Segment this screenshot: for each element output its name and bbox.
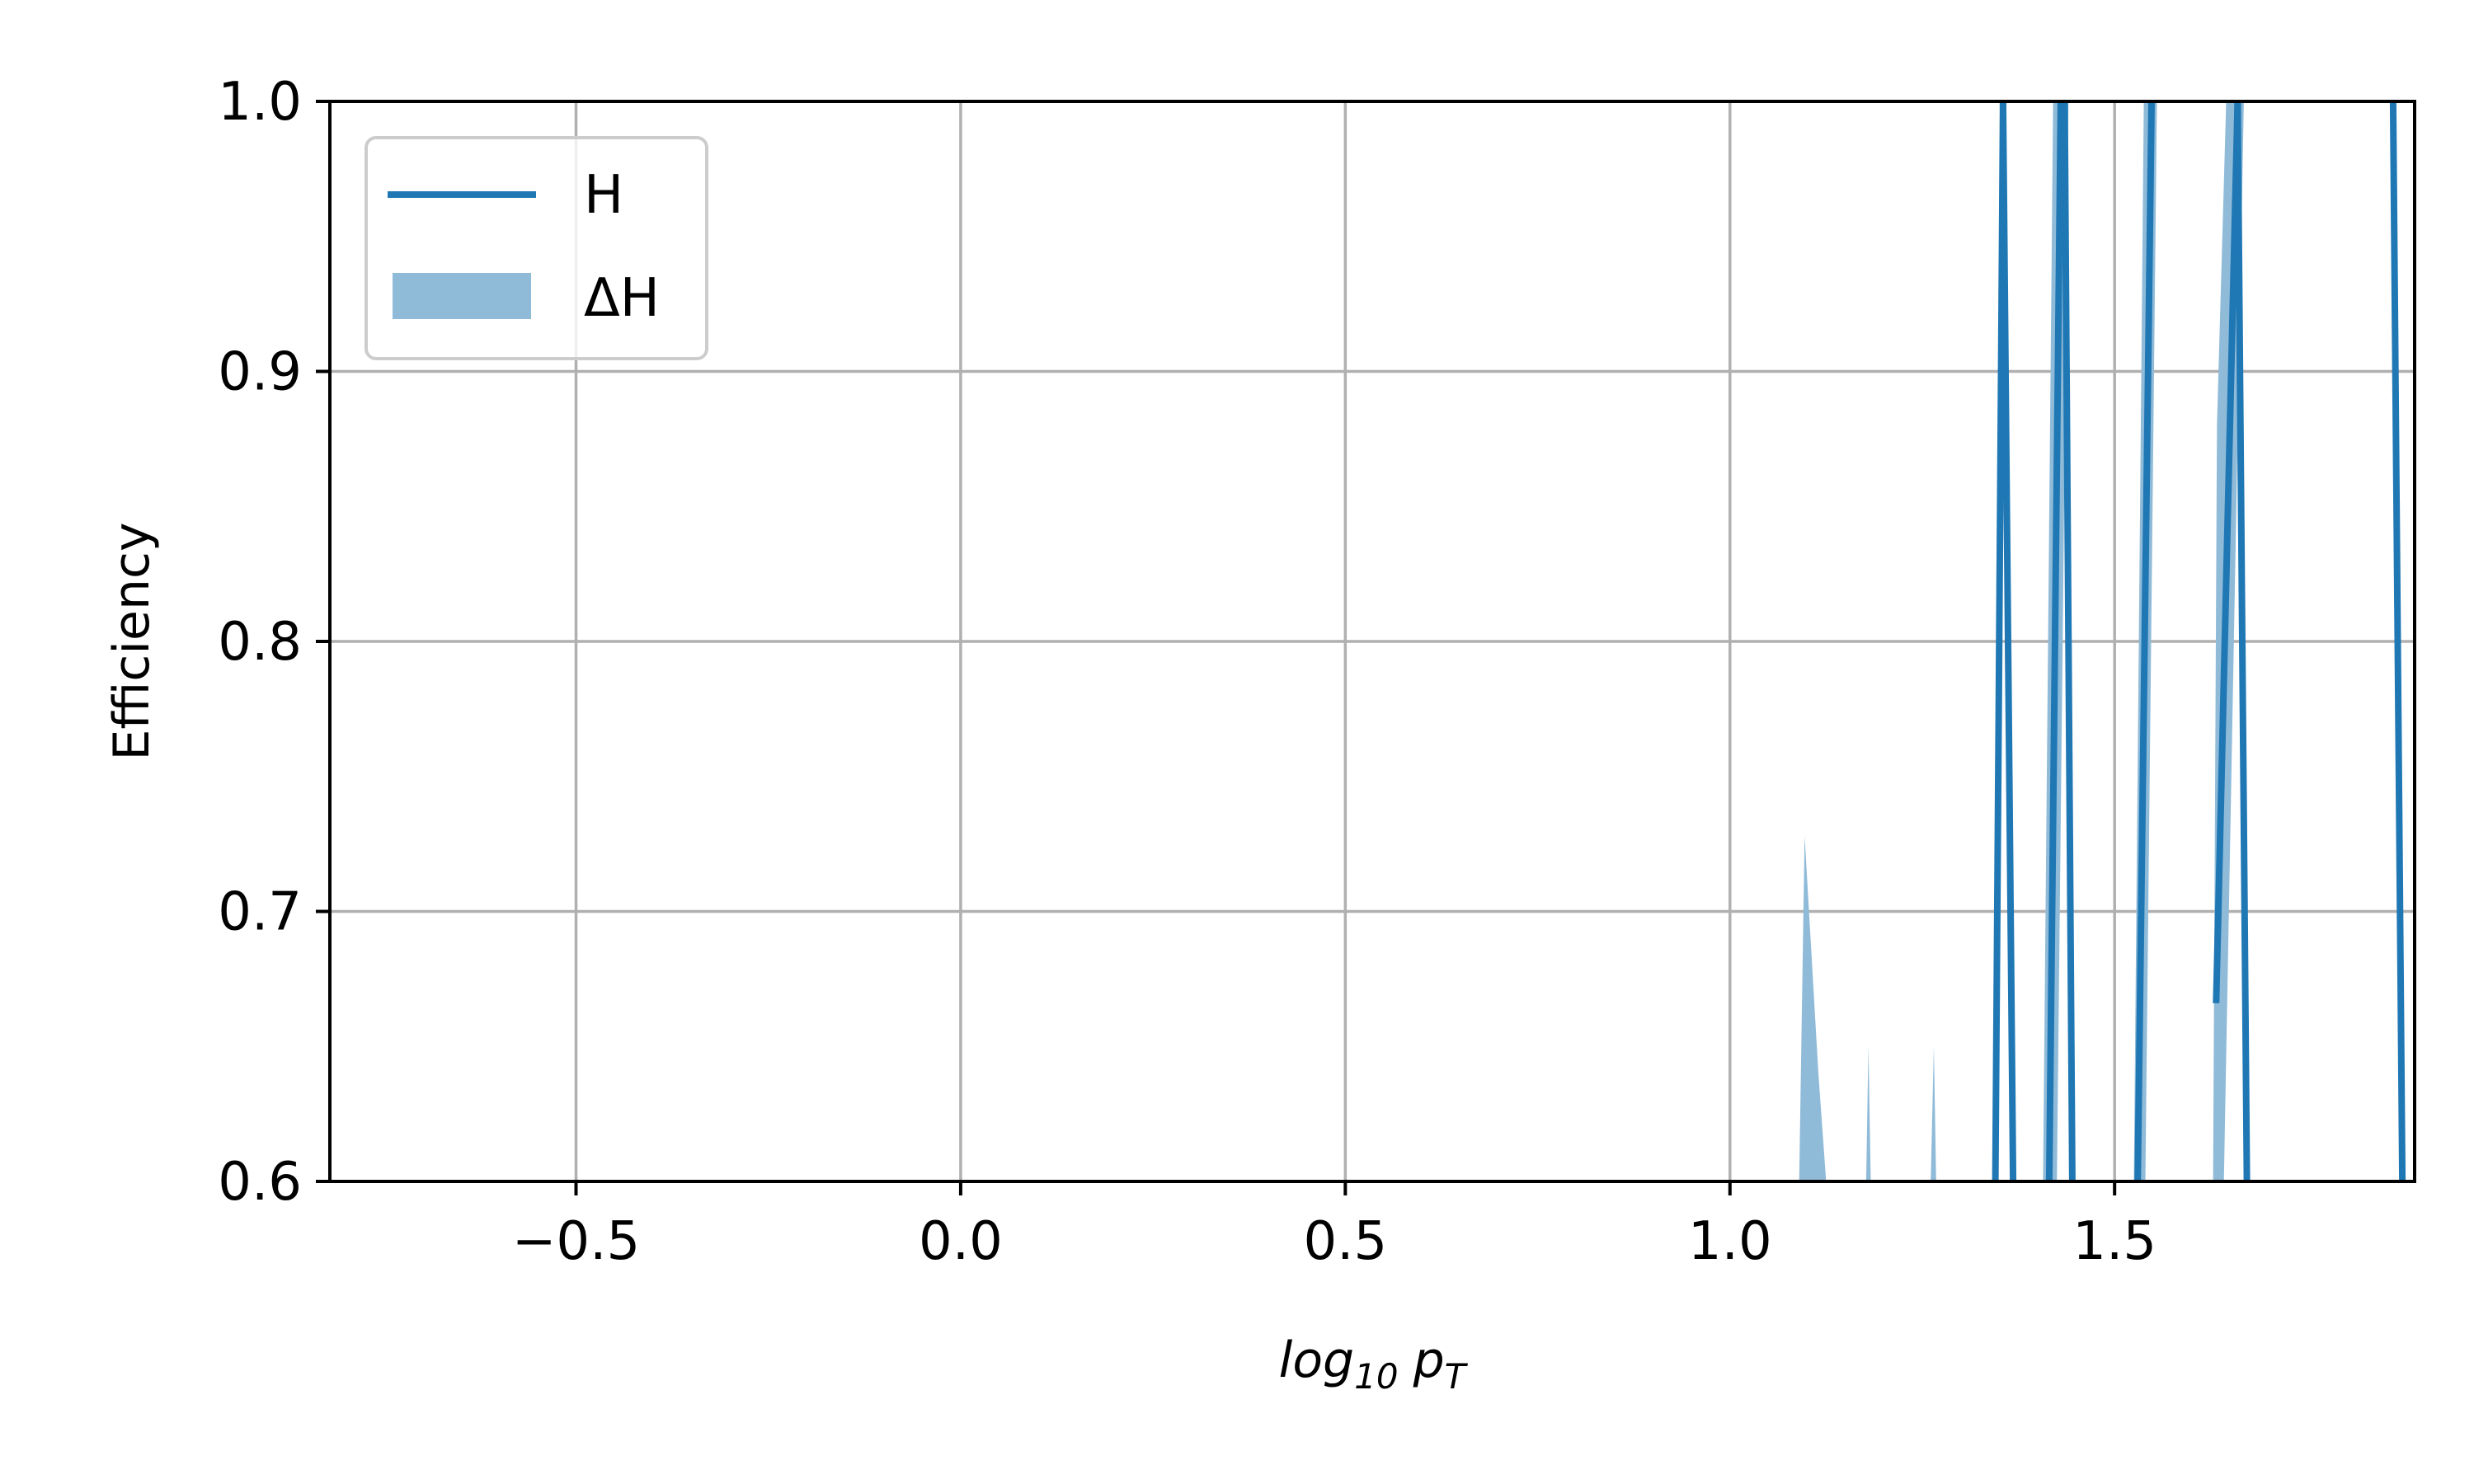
- delta-h-band-segment: [1799, 835, 1827, 1181]
- x-tick-label: 1.5: [2072, 1211, 2157, 1272]
- axis-ticks: −0.5 0.0 0.5 1.0 1.5 0.6 0.7 0.8 0.9 1.0: [218, 72, 2157, 1272]
- x-label-base-subscript: 10: [1354, 1356, 1398, 1397]
- y-tick-label: 0.7: [218, 882, 302, 943]
- x-tick-label: 0.0: [919, 1211, 1003, 1272]
- legend-band-swatch: [393, 273, 531, 319]
- legend: H ΔH: [365, 136, 708, 360]
- x-tick-label: −0.5: [512, 1211, 640, 1272]
- h-line-segment: [2045, 101, 2064, 1182]
- h-line-segment: [2234, 101, 2251, 1182]
- y-tick-label: 0.6: [218, 1152, 302, 1213]
- y-axis-label: Efficiency: [103, 522, 161, 760]
- x-axis-label: log10 pT: [1279, 1331, 1469, 1397]
- h-line-segment: [1999, 101, 2017, 1182]
- delta-h-band-segment: [1865, 1046, 1871, 1181]
- x-label-variable: p: [1413, 1331, 1445, 1389]
- delta-h-band-segment: [1931, 1046, 1936, 1181]
- x-label-base: log: [1279, 1331, 1354, 1389]
- legend-label-h: H: [584, 165, 623, 226]
- x-tick-label: 1.0: [1688, 1211, 1772, 1272]
- h-line-segment: [2061, 101, 2076, 1182]
- x-label-variable-subscript: T: [1445, 1356, 1469, 1397]
- legend-label-delta-h: ΔH: [584, 268, 660, 329]
- y-tick-label: 0.8: [218, 612, 302, 673]
- h-line-series: [1992, 101, 2406, 1182]
- x-tick-label: 0.5: [1303, 1211, 1387, 1272]
- h-line-segment: [2213, 101, 2241, 1003]
- h-line-segment: [2389, 101, 2406, 1182]
- h-line-segment: [2134, 101, 2155, 1182]
- y-tick-label: 1.0: [218, 72, 302, 133]
- y-tick-label: 0.9: [218, 342, 302, 403]
